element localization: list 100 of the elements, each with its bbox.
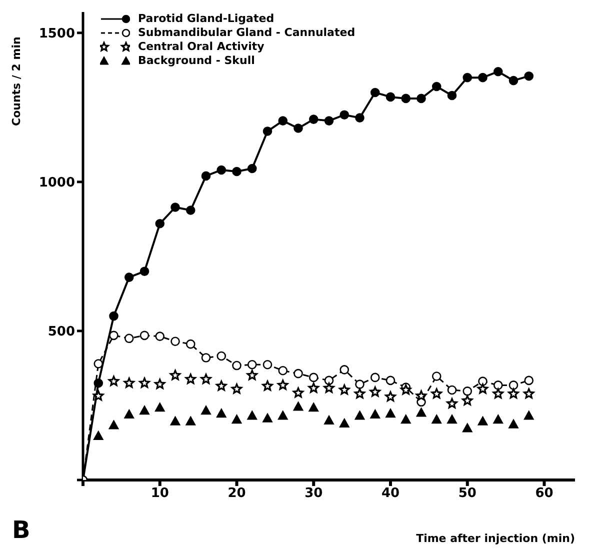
point (478, 416, 488, 426)
point (524, 388, 534, 399)
point (416, 94, 426, 104)
point (140, 330, 150, 340)
point (170, 336, 180, 346)
x-tick-label: 60 (535, 486, 554, 502)
point (201, 171, 211, 181)
point (478, 376, 488, 386)
point (278, 366, 288, 376)
point (170, 416, 180, 426)
point (294, 124, 303, 133)
legend-label: Submandibular Gland - Cannulated (138, 26, 356, 40)
point (324, 382, 334, 393)
x-tick-label: 20 (228, 486, 246, 502)
x-axis-title: Time after injection (min) (416, 532, 575, 545)
point (308, 114, 318, 124)
y-tick-label: 1000 (38, 176, 75, 191)
point (154, 402, 165, 412)
point (416, 390, 427, 401)
point (432, 372, 442, 381)
point (447, 414, 457, 424)
point (400, 414, 411, 424)
text: B (12, 516, 30, 544)
point (108, 376, 120, 386)
legend-label: Central Oral Activity (138, 40, 264, 54)
point (339, 418, 350, 428)
point (247, 164, 257, 174)
point (124, 378, 134, 388)
point (201, 353, 211, 362)
point (432, 82, 442, 92)
point (155, 332, 165, 341)
point (492, 388, 504, 399)
point (370, 386, 380, 397)
point (308, 402, 319, 412)
point (232, 360, 242, 370)
x-tick-label: 10 (150, 486, 169, 502)
point (124, 334, 134, 344)
point (231, 383, 242, 394)
point (524, 376, 534, 386)
x-tick-label: 30 (304, 486, 323, 502)
point (340, 365, 350, 374)
point (186, 339, 196, 349)
point (109, 330, 118, 340)
point (200, 374, 212, 384)
point (262, 360, 272, 370)
point (247, 360, 257, 370)
point (278, 410, 288, 420)
point (431, 388, 442, 399)
point (216, 351, 226, 361)
point (478, 72, 488, 82)
y-axis-title: Counts / 2 min (10, 36, 23, 126)
point (493, 66, 503, 76)
point (140, 406, 150, 415)
point (278, 116, 288, 126)
point (354, 388, 366, 399)
point (294, 368, 303, 378)
point (324, 116, 334, 126)
point (186, 416, 196, 426)
point (247, 410, 258, 420)
point (340, 110, 350, 120)
point (524, 71, 534, 81)
point (170, 370, 181, 380)
point (447, 385, 457, 395)
point (462, 386, 472, 396)
point (232, 166, 242, 176)
point (154, 378, 166, 389)
point (262, 126, 272, 136)
point (385, 391, 396, 402)
legend-label: Parotid Gland-Ligated (138, 12, 274, 26)
point (508, 419, 518, 428)
point (324, 376, 334, 386)
point (216, 165, 226, 175)
point (108, 420, 119, 430)
point (370, 88, 380, 98)
point (370, 409, 380, 419)
point (170, 202, 180, 212)
point (93, 430, 104, 440)
point (293, 402, 304, 411)
x-tick-label: 40 (381, 486, 400, 502)
point (201, 406, 211, 415)
point (462, 72, 472, 82)
point (278, 380, 288, 390)
point (139, 378, 150, 388)
point (508, 76, 518, 86)
point (401, 94, 411, 104)
point (462, 395, 473, 406)
point (524, 410, 534, 420)
point (355, 113, 364, 122)
point (355, 380, 364, 389)
x-tick-label: 50 (458, 486, 476, 502)
point (477, 383, 488, 394)
point (446, 398, 458, 408)
point (462, 423, 472, 432)
point (493, 380, 503, 390)
point (386, 408, 396, 418)
point (124, 272, 134, 282)
point (140, 266, 150, 276)
point (508, 380, 518, 390)
point (246, 370, 258, 380)
point (324, 415, 334, 424)
